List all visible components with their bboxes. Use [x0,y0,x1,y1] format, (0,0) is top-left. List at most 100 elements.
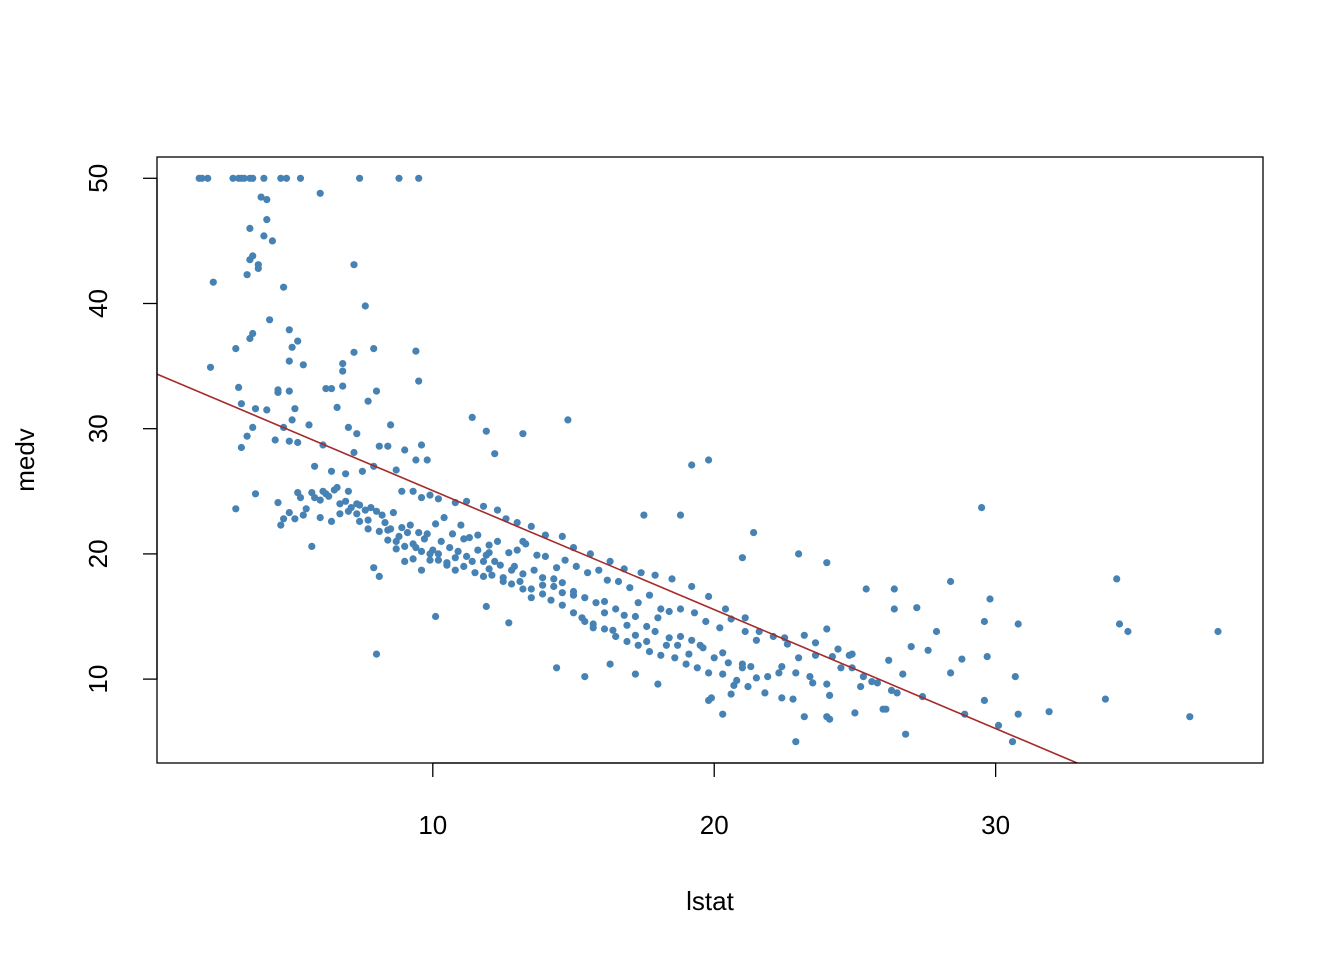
data-point-305 [857,683,865,691]
data-point-54 [327,385,336,393]
data-point-99 [463,497,471,505]
data-point-192 [899,670,907,678]
data-point-338 [569,609,578,617]
data-point-116 [721,605,730,613]
data-point-177 [662,641,671,649]
data-point-316 [364,516,372,524]
data-point-146 [370,564,378,572]
data-point-43 [285,357,293,365]
data-point-371 [727,690,735,698]
data-point-321 [409,540,417,548]
data-point-350 [705,669,713,677]
data-point-228 [595,566,603,574]
data-point-112 [651,571,659,579]
data-point-56 [364,397,372,405]
data-point-370 [719,710,727,718]
data-point-77 [468,413,476,421]
data-point-138 [299,511,307,519]
data-point-206 [389,508,397,517]
data-point-219 [505,549,513,557]
data-point-323 [426,550,434,558]
data-point-274 [491,557,499,566]
data-point-282 [569,587,578,596]
data-point-73 [353,430,361,438]
data-point-328 [471,569,479,577]
data-point-291 [665,634,673,642]
data-point-390 [676,511,685,519]
data-point-312 [325,492,333,500]
data-point-74 [417,441,426,449]
data-point-225 [561,556,569,564]
data-point-372 [792,738,800,746]
data-point-284 [592,599,600,607]
data-point-344 [634,641,642,649]
data-point-292 [676,632,685,641]
data-point-127 [893,689,901,697]
data-point-201 [342,497,350,505]
data-point-264 [403,529,412,537]
data-point-122 [823,625,831,633]
data-point-279 [539,574,547,582]
data-point-283 [581,594,589,602]
data-point-223 [541,552,550,561]
data-point-111 [637,569,645,577]
data-point-72 [344,423,352,431]
x-tick-label-10: 10 [418,810,447,840]
data-point-268 [437,537,445,546]
data-point-13 [356,174,364,182]
y-tick-label-20: 20 [83,539,113,568]
data-point-157 [460,535,468,543]
data-point-347 [671,654,679,662]
y-tick-label-50: 50 [83,164,113,193]
data-point-160 [485,565,493,573]
data-point-322 [417,547,426,556]
data-point-398 [1124,627,1132,636]
data-point-226 [572,562,580,571]
data-point-51 [274,388,282,396]
data-point-178 [674,641,682,649]
data-point-167 [558,589,566,597]
data-point-213 [448,530,457,538]
data-point-35 [285,326,293,334]
data-point-113 [668,575,676,583]
data-point-172 [609,626,617,634]
data-point-392 [519,537,527,546]
data-point-253 [277,521,285,529]
data-point-373 [823,713,831,721]
data-point-324 [434,556,442,564]
data-point-91 [358,467,366,475]
data-point-165 [539,581,547,589]
data-point-391 [640,511,648,519]
data-point-14 [395,174,403,182]
data-point-47 [372,387,381,395]
data-point-92 [392,466,400,474]
data-point-251 [907,643,915,651]
data-point-388 [705,456,713,464]
data-point-303 [823,680,831,688]
data-point-304 [837,664,845,672]
data-point-18 [263,196,271,204]
data-point-55 [339,382,347,390]
data-point-175 [643,637,651,646]
data-point-358 [851,709,859,717]
data-point-103 [513,519,521,527]
data-point-24 [246,256,254,264]
data-point-94 [409,487,417,495]
data-point-69 [350,448,358,457]
data-point-340 [589,620,597,628]
data-point-163 [516,577,524,586]
data-point-34 [361,302,369,310]
data-point-241 [741,627,749,636]
data-point-189 [826,691,834,700]
data-point-21 [268,237,276,245]
data-point-19 [263,216,271,224]
data-point-332 [508,580,516,588]
regression-line [156,373,1078,764]
data-point-197 [1014,710,1022,718]
data-point-299 [764,673,772,681]
data-point-331 [499,577,507,586]
data-point-193 [932,627,941,636]
data-point-53 [322,385,330,393]
data-point-280 [550,575,558,583]
